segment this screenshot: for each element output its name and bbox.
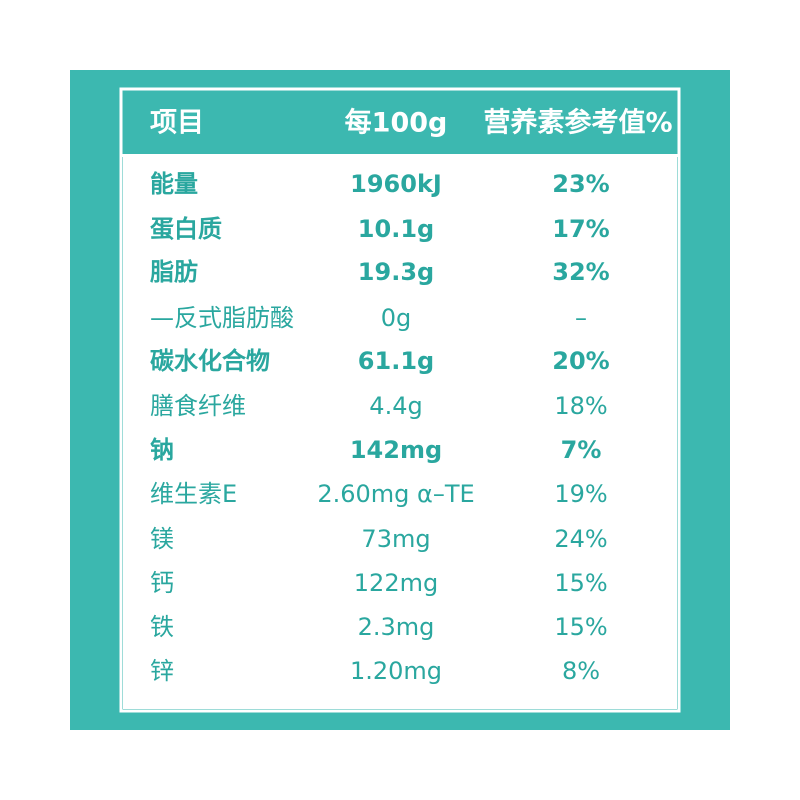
nrv-percent: 32% [552,258,609,286]
nrv-percent: 15% [554,613,607,641]
table-border [119,87,681,713]
nrv-percent: 7% [561,436,602,464]
amount-per-100g: 1960kJ [350,170,442,198]
nrv-percent: 8% [562,657,600,685]
nrv-percent: 20% [552,347,609,375]
nutrient-name: 镁 [150,525,174,553]
nutrient-name: 铁 [150,613,174,641]
nrv-percent: – [575,304,587,332]
header-item: 项目 [150,108,204,139]
amount-per-100g: 4.4g [369,392,422,420]
table-body [123,157,677,709]
nutrient-name: 维生素E [150,480,237,508]
nutrient-name: 蛋白质 [150,215,222,243]
amount-per-100g: 122mg [354,569,438,597]
amount-per-100g: 73mg [361,525,430,553]
amount-per-100g: 142mg [350,436,442,464]
amount-per-100g: 19.3g [358,258,434,286]
nutrient-name: 锌 [150,657,174,685]
nrv-percent: 23% [552,170,609,198]
nrv-percent: 17% [552,215,609,243]
nutrient-name: 碳水化合物 [150,347,270,375]
nrv-percent: 18% [554,392,607,420]
amount-per-100g: 10.1g [358,215,434,243]
nrv-percent: 15% [554,569,607,597]
nrv-percent: 19% [554,480,607,508]
amount-per-100g: 61.1g [358,347,434,375]
header-per-100g: 每100g [345,107,448,139]
nutrient-name: —反式脂肪酸 [150,304,294,332]
header-nrv: 营养素参考值% [483,107,672,139]
amount-per-100g: 1.20mg [350,657,442,685]
amount-per-100g: 2.3mg [358,613,435,641]
nutrient-name: 钙 [150,569,174,597]
amount-per-100g: 0g [381,304,412,332]
nrv-percent: 24% [554,525,607,553]
nutrient-name: 钠 [150,436,174,464]
nutrient-name: 膳食纤维 [150,392,246,420]
amount-per-100g: 2.60mg α–TE [317,480,474,508]
nutrient-name: 脂肪 [150,258,198,286]
nutrient-name: 能量 [150,170,198,198]
